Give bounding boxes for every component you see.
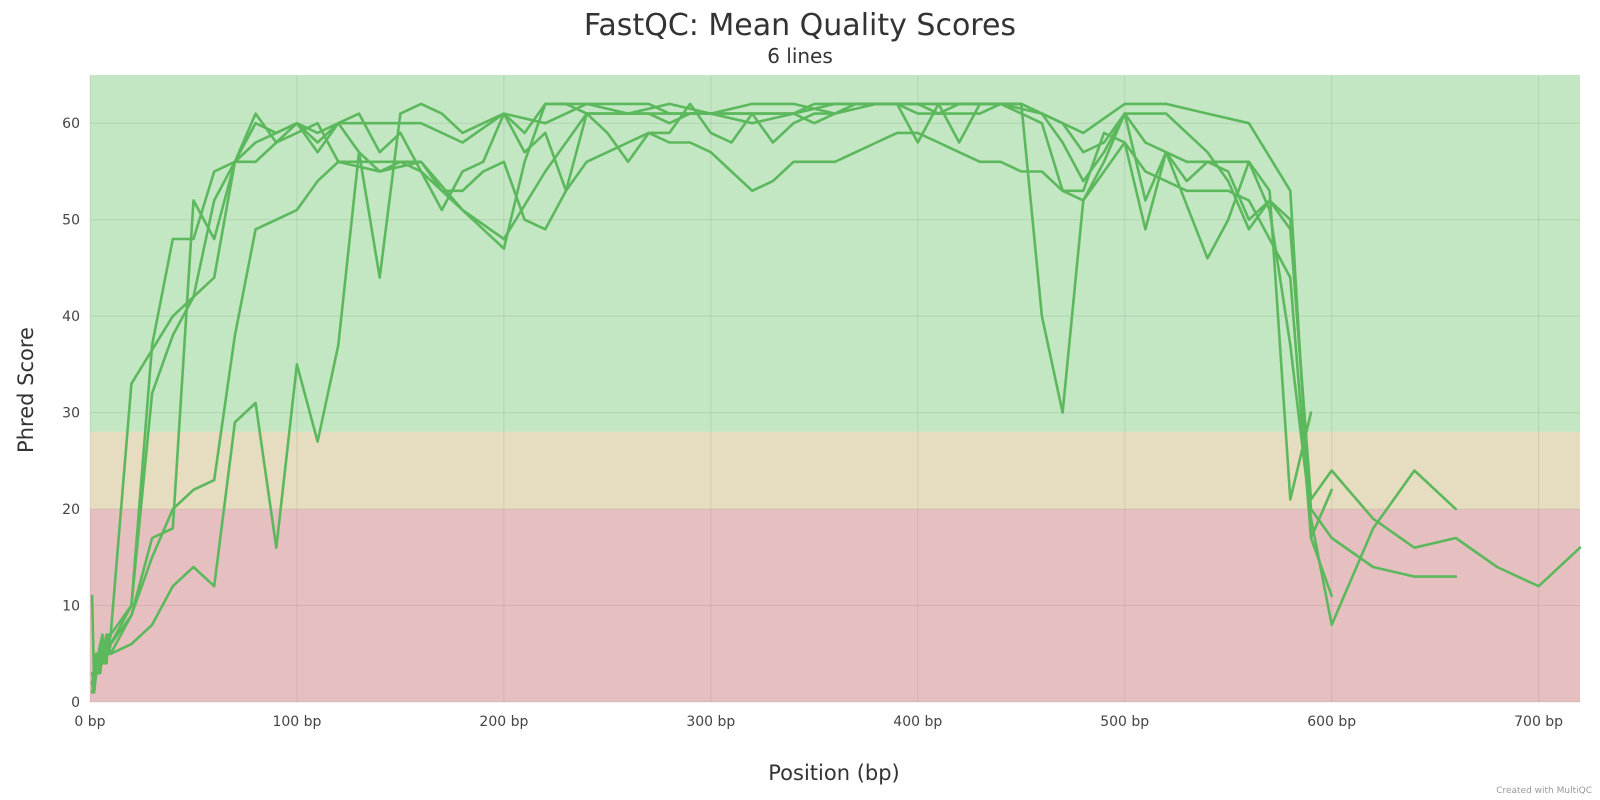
y-tick-label: 40	[62, 309, 80, 325]
y-tick-label: 60	[62, 116, 80, 132]
x-axis-title: Position (bp)	[768, 761, 900, 785]
y-tick-label: 50	[62, 213, 80, 229]
grid-lines	[89, 75, 1580, 703]
band-2	[90, 509, 1580, 702]
x-tick-label: 500 bp	[1100, 714, 1149, 730]
series-lines	[90, 102, 1582, 694]
x-tick-label: 700 bp	[1514, 714, 1563, 730]
series-line-5[interactable]	[90, 102, 1458, 694]
created-with-credit: Created with MultiQC	[1496, 786, 1592, 796]
y-tick-label: 10	[62, 599, 80, 615]
y-axis-ticks: 0 10 20 30 40 50 60	[62, 116, 80, 711]
x-axis-ticks: 0 bp 100 bp 200 bp 300 bp 400 bp 500 bp 600 bp…	[74, 714, 1563, 730]
chart-title: FastQC: Mean Quality Scores	[583, 8, 1017, 43]
x-tick-label: 200 bp	[479, 714, 528, 730]
chart-subtitle: 6 lines	[767, 44, 833, 68]
x-tick-label: 0 bp	[74, 714, 105, 730]
series-line-6[interactable]	[90, 102, 1582, 694]
y-tick-label: 20	[62, 502, 80, 518]
x-tick-label: 600 bp	[1307, 714, 1356, 730]
y-tick-label: 0	[71, 695, 80, 711]
x-tick-label: 300 bp	[686, 714, 735, 730]
series-line-4[interactable]	[90, 121, 1333, 684]
band-0	[90, 75, 1580, 432]
y-axis-title: Phred Score	[14, 327, 38, 453]
x-tick-label: 400 bp	[893, 714, 942, 730]
y-tick-label: 30	[62, 406, 80, 422]
quality-bands	[90, 75, 1580, 702]
x-tick-label: 100 bp	[272, 714, 321, 730]
